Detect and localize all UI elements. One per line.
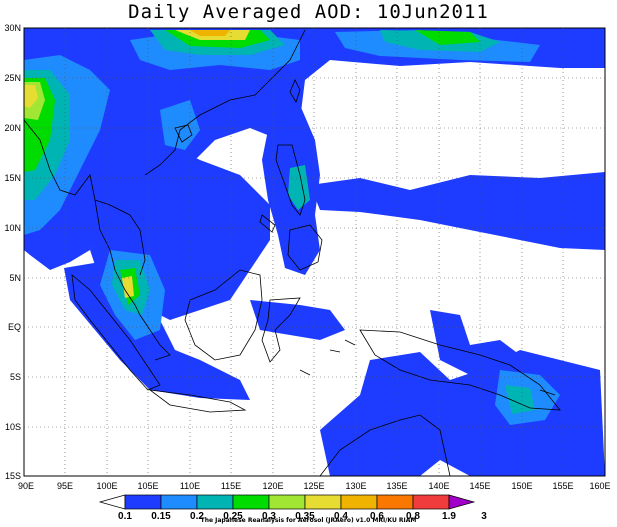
colorbar-labels: 0.1 0.15 0.2 0.25 0.3 0.35 0.4 0.6 0.8 1…	[118, 511, 487, 522]
coastline-sumatra	[71, 274, 161, 391]
colorbar: 0.1 0.15 0.2 0.25 0.3 0.35 0.4 0.6 0.8 1…	[98, 494, 487, 522]
coastline-visayas-mindanao	[287, 224, 323, 271]
coastline-hainan	[174, 124, 193, 143]
aod-region-newguinea-blue	[430, 310, 520, 380]
lon-label: 115E	[221, 481, 241, 491]
aod-region-green-4	[415, 30, 480, 45]
colorbar-low-arrow	[98, 494, 126, 510]
colorbar-label: 1.9	[442, 511, 456, 522]
colorbar-swatch	[340, 494, 378, 510]
colorbar-swatch	[196, 494, 234, 510]
lon-label: 160E	[589, 481, 610, 491]
lat-label: EQ	[8, 322, 21, 332]
lat-label: 20N	[4, 123, 21, 133]
colorbar-label: 0.1	[118, 511, 132, 522]
coastline-borneo	[184, 269, 263, 361]
lat-label: 15N	[4, 173, 21, 183]
colorbar-swatch	[232, 494, 270, 510]
lat-label: 25N	[4, 73, 21, 83]
colorbar-swatch	[268, 494, 306, 510]
lon-labels: 90E 95E 100E 105E 110E 115E 120E 125E 13…	[18, 481, 611, 491]
lon-label: 95E	[57, 481, 73, 491]
coastline-luzon	[275, 144, 306, 216]
map-border	[23, 27, 606, 477]
lat-label: 15S	[5, 471, 21, 481]
colorbar-label: 3	[481, 511, 487, 522]
lat-label: 5N	[9, 273, 21, 283]
coastline-islands	[299, 339, 556, 396]
lon-label: 120E	[262, 481, 283, 491]
colorbar-label: 0.2	[190, 511, 204, 522]
aod-region-yellow-3	[122, 276, 134, 298]
lat-label: 10N	[4, 223, 21, 233]
colorbar-label: 0.3	[262, 511, 276, 522]
lon-label: 155E	[552, 481, 573, 491]
credit-line: The Japanese Reanalysis for Aerosol (JRA…	[200, 517, 417, 524]
lon-label: 140E	[428, 481, 449, 491]
colorbar-swatch	[124, 494, 162, 510]
aod-region-orange	[190, 30, 230, 36]
aod-region-yellow-1	[24, 85, 38, 108]
colorbar-label: 0.8	[406, 511, 420, 522]
coastline-palawan	[259, 214, 276, 233]
colorbar-swatch	[376, 494, 414, 510]
coastline-newguinea	[359, 329, 561, 411]
gridlines	[24, 28, 605, 476]
coastline-sulawesi	[261, 297, 301, 363]
aod-field	[24, 28, 605, 476]
colorbar-label: 0.4	[334, 511, 348, 522]
coastline-taiwan	[289, 79, 301, 103]
lon-label: 90E	[18, 481, 34, 491]
colorbar-swatch	[304, 494, 342, 510]
colorbar-label: 0.35	[295, 511, 315, 522]
aod-region-north-blue	[24, 28, 605, 270]
lon-label: 150E	[511, 481, 532, 491]
map-title: Daily Averaged AOD: 10Jun2011	[128, 1, 489, 23]
lon-label: 105E	[137, 481, 158, 491]
coastlines	[24, 29, 561, 476]
colorbar-label: 0.25	[223, 511, 243, 522]
colorbar-label: 0.6	[370, 511, 384, 522]
lat-label: 5S	[10, 372, 21, 382]
lon-label: 110E	[180, 481, 200, 491]
colorbar-label: 0.15	[151, 511, 171, 522]
lon-label: 125E	[303, 481, 324, 491]
aod-region-east-blue	[310, 172, 605, 250]
coastline-australia	[319, 414, 451, 476]
aod-region-equator-blue	[250, 300, 345, 340]
coastline-java	[148, 389, 247, 413]
colorbar-swatch	[412, 494, 450, 510]
lon-label: 130E	[345, 481, 366, 491]
coastline-mainland	[24, 29, 306, 361]
lon-label: 145E	[469, 481, 490, 491]
colorbar-high-arrow	[448, 494, 476, 510]
lon-label: 135E	[386, 481, 407, 491]
lat-label: 10S	[5, 422, 21, 432]
lat-labels: 30N 25N 20N 15N 10N 5N EQ 5S 10S 15S	[4, 23, 21, 481]
lon-label: 100E	[96, 481, 117, 491]
lat-label: 30N	[4, 23, 21, 33]
colorbar-swatch	[160, 494, 198, 510]
